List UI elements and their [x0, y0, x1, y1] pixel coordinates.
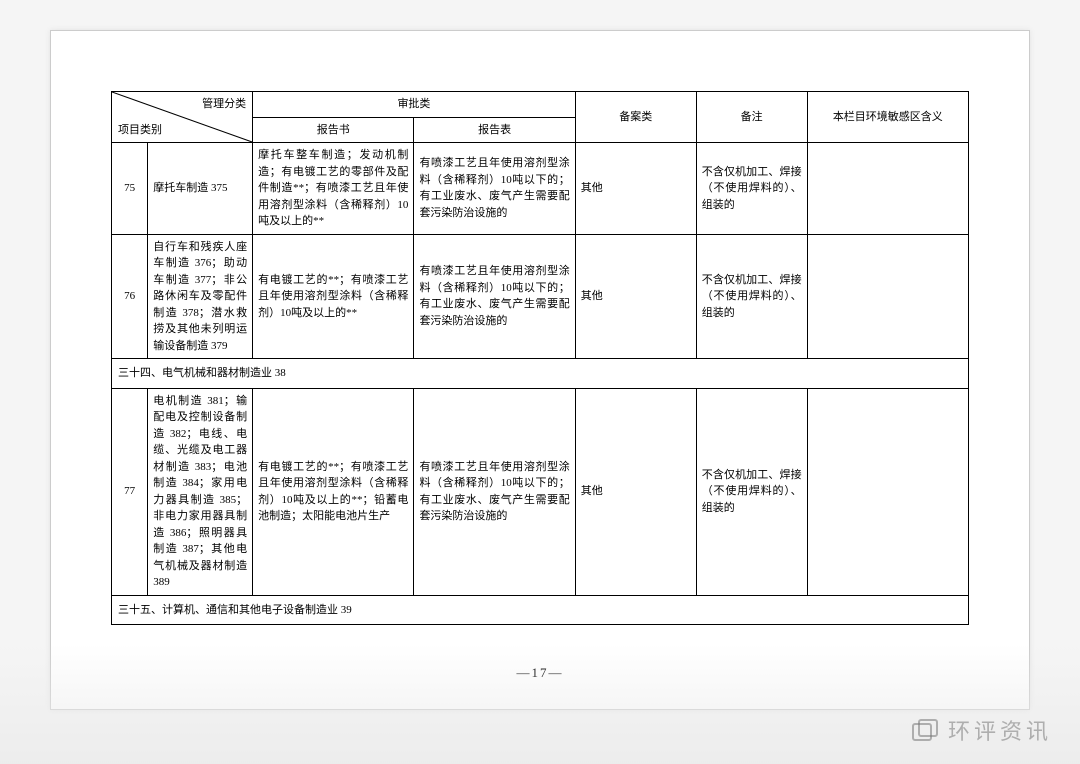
row-record: 其他: [575, 388, 696, 595]
row-report-book: 有电镀工艺的**；有喷漆工艺且年使用溶剂型涂料（含稀释剂）10吨及以上的**；铅…: [253, 388, 414, 595]
watermark: 环评资讯: [912, 714, 1052, 746]
table-header-row-1: 管理分类 项目类别 审批类 备案类 备注 本栏目环境敏感区含义: [112, 92, 969, 118]
row-sensitive: [807, 143, 968, 235]
section-row-34: 三十四、电气机械和器材制造业 38: [112, 359, 969, 389]
row-report-form: 有喷漆工艺且年使用溶剂型涂料（含稀释剂）10吨以下的；有工业废水、废气产生需要配…: [414, 388, 575, 595]
header-remark: 备注: [696, 92, 807, 143]
row-report-book: 有电镀工艺的**；有喷漆工艺且年使用溶剂型涂料（含稀释剂）10吨及以上的**: [253, 234, 414, 359]
watermark-text: 环评资讯: [948, 714, 1052, 746]
section-title: 三十五、计算机、通信和其他电子设备制造业 39: [112, 595, 969, 625]
row-record: 其他: [575, 234, 696, 359]
row-category: 自行车和残疾人座车制造 376；助动车制造 377；非公路休闲车及零配件制造 3…: [148, 234, 253, 359]
header-diagonal-cell: 管理分类 项目类别: [112, 92, 253, 143]
row-category: 电机制造 381；输配电及控制设备制造 382；电线、电缆、光缆及电工器材制造 …: [148, 388, 253, 595]
section-row-35: 三十五、计算机、通信和其他电子设备制造业 39: [112, 595, 969, 625]
document-page: 管理分类 项目类别 审批类 备案类 备注 本栏目环境敏感区含义 报告书 报告表 …: [50, 30, 1030, 710]
row-report-book: 摩托车整车制造；发动机制造；有电镀工艺的零部件及配件制造**；有喷漆工艺且年使用…: [253, 143, 414, 235]
header-report-book: 报告书: [253, 117, 414, 143]
row-no: 75: [112, 143, 148, 235]
header-record: 备案类: [575, 92, 696, 143]
header-management-class: 管理分类: [202, 96, 246, 113]
wechat-icon: [912, 719, 938, 741]
row-sensitive: [807, 234, 968, 359]
header-sensitive: 本栏目环境敏感区含义: [807, 92, 968, 143]
header-project-category: 项目类别: [118, 122, 162, 139]
table-row: 75 摩托车制造 375 摩托车整车制造；发动机制造；有电镀工艺的零部件及配件制…: [112, 143, 969, 235]
table-container: 管理分类 项目类别 审批类 备案类 备注 本栏目环境敏感区含义 报告书 报告表 …: [111, 91, 969, 625]
row-record: 其他: [575, 143, 696, 235]
row-remark: 不含仅机加工、焊接（不使用焊料的）、组装的: [696, 143, 807, 235]
classification-table: 管理分类 项目类别 审批类 备案类 备注 本栏目环境敏感区含义 报告书 报告表 …: [111, 91, 969, 625]
header-approval: 审批类: [253, 92, 576, 118]
row-remark: 不含仅机加工、焊接（不使用焊料的）、组装的: [696, 234, 807, 359]
table-row: 77 电机制造 381；输配电及控制设备制造 382；电线、电缆、光缆及电工器材…: [112, 388, 969, 595]
row-remark: 不含仅机加工、焊接（不使用焊料的）、组装的: [696, 388, 807, 595]
section-title: 三十四、电气机械和器材制造业 38: [112, 359, 969, 389]
row-no: 76: [112, 234, 148, 359]
row-no: 77: [112, 388, 148, 595]
row-report-form: 有喷漆工艺且年使用溶剂型涂料（含稀释剂）10吨以下的；有工业废水、废气产生需要配…: [414, 143, 575, 235]
table-row: 76 自行车和残疾人座车制造 376；助动车制造 377；非公路休闲车及零配件制…: [112, 234, 969, 359]
header-report-form: 报告表: [414, 117, 575, 143]
row-sensitive: [807, 388, 968, 595]
row-report-form: 有喷漆工艺且年使用溶剂型涂料（含稀释剂）10吨以下的；有工业废水、废气产生需要配…: [414, 234, 575, 359]
row-category: 摩托车制造 375: [148, 143, 253, 235]
page-number: —17—: [51, 665, 1029, 681]
